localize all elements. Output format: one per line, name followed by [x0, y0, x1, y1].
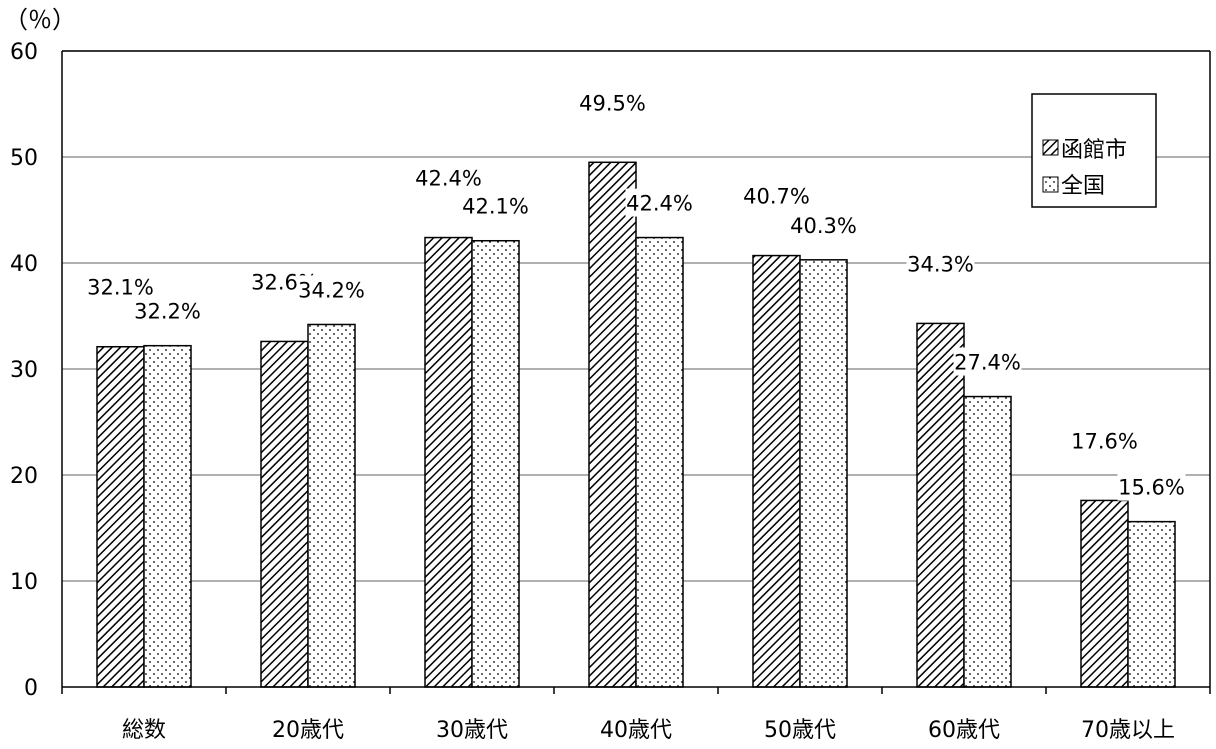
- data-label-bg: [789, 210, 858, 239]
- y-tick-label: 50: [10, 146, 38, 171]
- data-label-bg: [86, 272, 155, 301]
- bar-hakodate: [424, 236, 473, 688]
- bar-national: [471, 239, 520, 688]
- data-label-bg: [1117, 472, 1186, 501]
- data-label: 42.1%: [462, 195, 529, 219]
- x-category-label: 60歳代: [928, 718, 1000, 743]
- data-label-bg: [1070, 426, 1139, 455]
- x-category-label: 30歳代: [436, 718, 508, 743]
- bar-national: [307, 323, 356, 688]
- x-category-label: 20歳代: [272, 718, 344, 743]
- y-tick-label: 10: [10, 570, 38, 595]
- y-tick-label: 40: [10, 252, 38, 277]
- x-axis-categories: 総数 20歳代 30歳代 40歳代 50歳代 60歳代 70歳以上: [122, 718, 1175, 743]
- data-label: 40.7%: [743, 185, 810, 209]
- data-label-bg: [414, 163, 483, 192]
- legend-swatch-national: [1042, 176, 1059, 193]
- data-label: 17.6%: [1071, 429, 1138, 453]
- legend: 函館市 全国: [1031, 93, 1157, 208]
- axes: [61, 50, 1211, 694]
- data-label: 27.4%: [954, 351, 1021, 375]
- x-category-label: 総数: [122, 718, 166, 743]
- x-category-label: 50歳代: [764, 718, 836, 743]
- data-labels: 32.1%32.2%32.6%34.2%42.4%42.1%49.5%42.4%…: [86, 88, 1186, 501]
- data-label: 32.2%: [134, 300, 201, 324]
- data-label: 42.4%: [626, 192, 693, 216]
- bar-hakodate: [752, 254, 801, 688]
- data-label-bg: [742, 181, 811, 210]
- data-label: 49.5%: [579, 91, 646, 115]
- y-tick-label: 30: [10, 358, 38, 383]
- data-label: 34.3%: [907, 252, 974, 276]
- data-label-bg: [953, 347, 1022, 376]
- data-label: 15.6%: [1118, 476, 1185, 500]
- data-label: 42.4%: [415, 167, 482, 191]
- y-axis-ticks: 0 10 20 30 40 50 60: [10, 40, 38, 701]
- y-tick-label: 0: [24, 676, 38, 701]
- y-unit-label: （％）: [4, 6, 76, 34]
- legend-swatch-hakodate: [1042, 139, 1059, 156]
- bar-national: [143, 344, 192, 688]
- bar-national: [963, 395, 1012, 688]
- bars: [96, 161, 1176, 688]
- bar-hakodate: [260, 340, 309, 688]
- bar-hakodate: [588, 161, 637, 688]
- bar-hakodate: [96, 345, 145, 688]
- data-label-bg: [578, 88, 647, 117]
- data-label-bg: [461, 191, 530, 220]
- data-label-bg: [297, 275, 366, 304]
- y-tick-label: 60: [10, 40, 38, 65]
- data-label: 34.2%: [298, 278, 365, 302]
- bar-hakodate: [1080, 499, 1129, 688]
- data-label-bg: [133, 296, 202, 325]
- bar-national: [799, 259, 848, 688]
- x-category-label: 40歳代: [600, 718, 672, 743]
- x-category-label: 70歳以上: [1081, 718, 1175, 743]
- data-label: 40.3%: [790, 214, 857, 238]
- legend-label-hakodate: 函館市: [1061, 138, 1127, 163]
- bar-national: [635, 236, 684, 688]
- data-label-bg: [906, 249, 975, 278]
- data-label: 32.1%: [87, 276, 154, 300]
- legend-label-national: 全国: [1061, 174, 1105, 199]
- bar-hakodate: [916, 322, 965, 688]
- y-tick-label: 20: [10, 464, 38, 489]
- bar-national: [1127, 520, 1176, 688]
- data-label-bg: [625, 188, 694, 217]
